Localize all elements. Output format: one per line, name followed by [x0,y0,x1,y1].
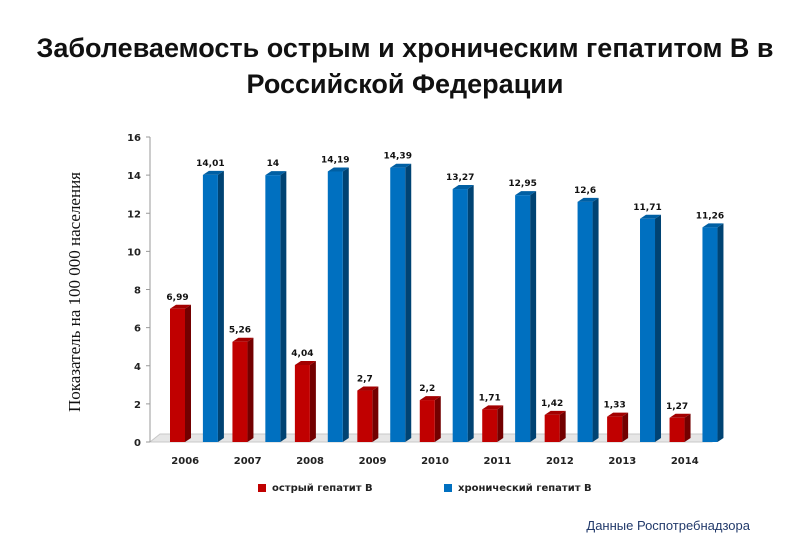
legend-swatch-chronic [444,484,452,492]
bar-top-acute [607,412,629,417]
bar-chronic [702,227,718,442]
legend-swatch-acute [258,484,266,492]
data-label-chronic: 11,71 [633,203,661,213]
bar-acute [669,417,685,442]
y-tick-label: 8 [134,286,141,297]
bar-acute [544,414,560,442]
data-label-acute: 1,42 [541,399,563,409]
data-label-acute: 4,04 [291,349,313,359]
bar-top-chronic [452,185,474,190]
y-tick-label: 12 [127,209,141,220]
data-label-acute: 1,27 [666,402,688,412]
bar-side-chronic [217,170,224,442]
data-label-chronic: 11,26 [696,211,724,221]
y-tick-label: 10 [127,247,141,258]
page-title: Заболеваемость острым и хроническим гепа… [36,33,774,99]
bar-chronic [265,175,281,442]
bar-chronic [202,174,218,442]
bar-chronic [390,167,406,443]
bar-top-chronic [265,171,287,176]
bar-acute [294,364,310,442]
x-tick-label: 2006 [171,456,199,467]
bar-top-acute [170,304,191,309]
bar-top-chronic [702,223,724,228]
data-label-chronic: 14,39 [383,152,411,162]
data-label-acute: 2,7 [357,375,373,385]
bar-top-acute [669,413,691,418]
data-label-acute: 2,2 [419,384,435,394]
x-tick-label: 2011 [484,456,512,467]
bar-top-chronic [577,197,599,202]
y-tick-label: 4 [134,362,141,373]
legend-label-chronic: хронический гепатит В [458,483,592,494]
bar-side-acute [497,405,504,442]
bar-top-acute [294,360,316,365]
bar-acute [232,341,248,442]
bar-acute [607,416,623,442]
bar-side-chronic [405,163,412,443]
bar-acute [170,308,185,442]
bar-acute [419,400,435,442]
bar-top-acute [357,386,379,391]
bar-side-acute [309,360,316,442]
y-tick-label: 2 [134,400,141,411]
legend-item-acute: острый гепатит В [258,483,373,494]
x-tick-label: 2014 [671,456,699,467]
bar-side-acute [185,304,191,442]
data-label-acute: 6,99 [166,293,188,303]
bar-side-acute [684,413,691,442]
bar-side-chronic [592,197,599,442]
bar-chronic [640,218,656,442]
bar-top-acute [482,405,504,410]
x-tick-label: 2007 [234,456,262,467]
data-label-chronic: 13,27 [446,173,474,183]
data-label-acute: 1,33 [604,401,626,411]
bar-side-chronic [342,167,349,443]
bar-top-acute [419,396,441,401]
bar-chronic [327,171,343,443]
bar-side-chronic [530,191,537,442]
x-tick-label: 2012 [546,456,574,467]
bar-side-acute [559,410,566,442]
bar-side-chronic [280,171,287,442]
y-tick-label: 6 [134,324,141,335]
bar-side-acute [622,412,629,442]
data-label-chronic: 12,95 [508,179,536,189]
data-label-acute: 5,26 [229,326,251,336]
bar-top-chronic [202,170,224,175]
bar-chronic [577,201,593,442]
y-tick-label: 14 [127,171,141,182]
bar-top-chronic [640,214,662,219]
bar-side-acute [247,337,254,442]
bar-top-acute [544,410,566,415]
data-source-note: Данные Роспотребнадзора [586,518,750,533]
bar-side-chronic [655,214,662,442]
bar-side-chronic [717,223,724,442]
x-tick-label: 2013 [608,456,636,467]
bar-chronic [452,189,468,442]
bar-acute [482,409,498,442]
bar-side-chronic [467,185,474,442]
data-label-chronic: 12,6 [574,186,596,196]
bar-side-acute [372,386,379,442]
bar-top-chronic [390,163,412,168]
data-label-chronic: 14 [267,159,280,169]
y-tick-label: 0 [134,438,141,449]
legend-label-acute: острый гепатит В [272,483,373,494]
bar-chronic [515,195,531,442]
legend-item-chronic: хронический гепатит В [444,483,592,494]
data-label-acute: 1,71 [479,393,501,403]
bar-side-acute [434,396,441,442]
bar-top-chronic [327,167,349,172]
y-tick-label: 16 [127,133,141,144]
bar-top-chronic [515,191,537,196]
bar-top-acute [232,337,254,342]
bar-acute [357,390,373,442]
x-tick-label: 2009 [359,456,387,467]
data-label-chronic: 14,19 [321,156,349,166]
data-label-chronic: 14,01 [196,159,224,169]
x-tick-label: 2010 [421,456,449,467]
x-tick-label: 2008 [296,456,324,467]
